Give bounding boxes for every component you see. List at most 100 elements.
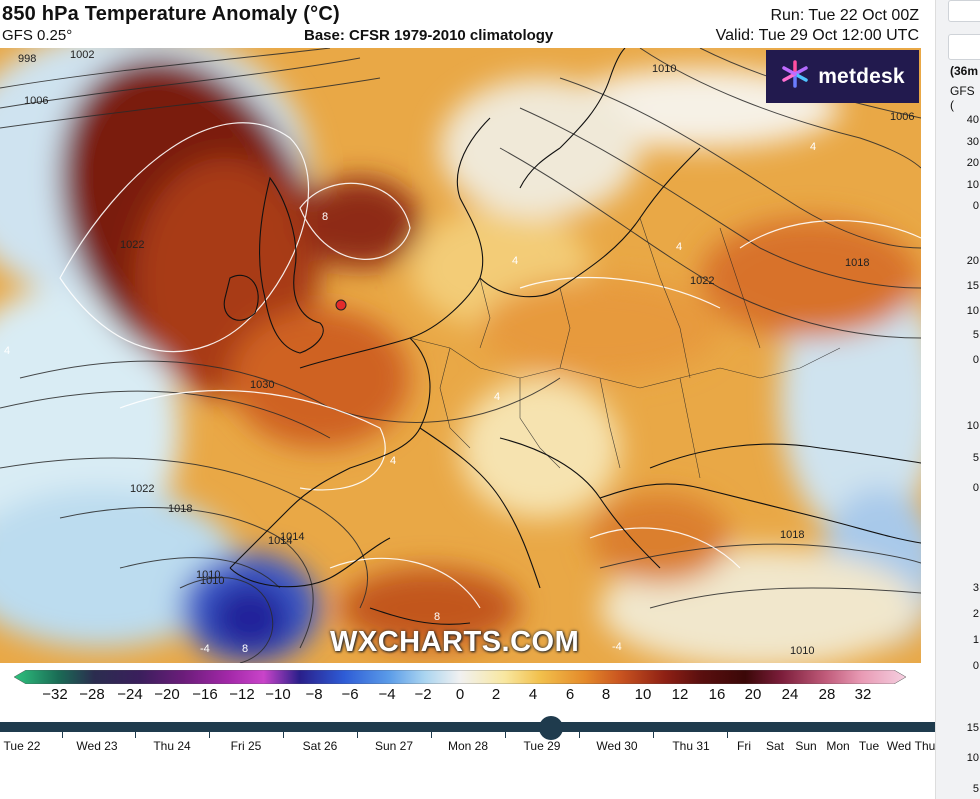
timeline-tick — [727, 732, 728, 738]
side-axis-value: 20 — [966, 255, 979, 267]
color-scale-ticks: −32 −28 −24 −20 −16 −12 −10 −8 −6 −4 −2 … — [0, 686, 935, 708]
isobar-label: 1018 — [845, 257, 869, 269]
scale-tick: −16 — [192, 686, 218, 703]
timeline-tick — [653, 732, 654, 738]
side-axis-value: 3 — [972, 582, 979, 594]
scale-tick: −8 — [305, 686, 323, 703]
side-axis-value: 10 — [966, 420, 979, 432]
scale-tick: −20 — [154, 686, 180, 703]
weather-map[interactable]: 998 1002 1006 1010 1010 1014 1018 1022 1… — [0, 48, 921, 663]
isobar-label: 1006 — [24, 95, 48, 107]
side-axis-value: 0 — [972, 660, 979, 672]
side-axis-value: 2 — [972, 608, 979, 620]
side-panel-heading: (36m — [950, 64, 979, 78]
timeline-day[interactable]: Wed 23 — [76, 739, 118, 753]
anomaly-label: 4 — [676, 241, 682, 253]
chart-title: 850 hPa Temperature Anomaly (°C) — [2, 3, 340, 25]
side-axis-value: 0 — [972, 354, 979, 366]
anomaly-label: 8 — [242, 643, 248, 655]
timeline-day[interactable]: Fri 25 — [230, 739, 262, 753]
side-axis-value: 30 — [966, 136, 979, 148]
time-slider-track[interactable] — [0, 722, 935, 732]
side-axis-value: 15 — [966, 280, 979, 292]
chart-header: 850 hPa Temperature Anomaly (°C) GFS 0.2… — [0, 0, 935, 48]
scale-tick: 2 — [491, 686, 501, 703]
time-slider-handle[interactable] — [539, 716, 563, 740]
timeline-day[interactable]: Sat 26 — [302, 739, 338, 753]
watermark: WXCHARTS.COM — [330, 626, 580, 658]
scale-tick: 8 — [601, 686, 611, 703]
metdesk-logo: metdesk — [766, 50, 919, 103]
scale-tick: −6 — [341, 686, 359, 703]
anomaly-map-graphic: 998 1002 1006 1010 1010 1014 1018 1022 1… — [0, 48, 921, 663]
climatology-base-label: Base: CFSR 1979-2010 climatology — [304, 27, 554, 44]
scale-tick: −12 — [229, 686, 255, 703]
anomaly-label: 8 — [434, 611, 440, 623]
timeline-day[interactable]: Tue — [858, 739, 880, 753]
timeline-day[interactable]: Tue 29 — [523, 739, 561, 753]
scale-tick: −10 — [265, 686, 291, 703]
side-axis-value: 0 — [972, 482, 979, 494]
isobar-label: 1018 — [168, 503, 192, 515]
timeline-day[interactable]: Fri — [737, 739, 751, 753]
scale-tick: −2 — [414, 686, 432, 703]
scale-tick: 4 — [528, 686, 538, 703]
model-label: GFS 0.25° — [2, 27, 73, 44]
isobar-label: 1022 — [690, 275, 714, 287]
side-axis-value: 10 — [966, 179, 979, 191]
timeline-day[interactable]: Tue 22 — [3, 739, 41, 753]
side-axis-value: 40 — [966, 114, 979, 126]
location-marker[interactable] — [335, 299, 347, 311]
scale-tick: 20 — [744, 686, 762, 703]
timeline-tick — [209, 732, 210, 738]
side-panel-button[interactable] — [948, 34, 980, 60]
side-panel-model-label: GFS ( — [950, 84, 975, 112]
timeline-day[interactable]: Thu — [914, 739, 936, 753]
scale-tick: 24 — [781, 686, 799, 703]
scale-tick: −28 — [79, 686, 105, 703]
side-axis-value: 5 — [972, 329, 979, 341]
timeline-day[interactable]: Wed — [886, 739, 912, 753]
side-axis-value: 5 — [972, 452, 979, 464]
anomaly-fill-field — [0, 48, 921, 663]
side-panel-button-top[interactable] — [948, 0, 980, 22]
side-axis-value: 5 — [972, 783, 979, 795]
side-axis-value: 15 — [966, 722, 979, 734]
scale-tick: 32 — [854, 686, 872, 703]
run-time-label: Run: Tue 22 Oct 00Z — [770, 7, 919, 24]
anomaly-label: 4 — [390, 455, 396, 467]
timeline-day[interactable]: Wed 30 — [596, 739, 638, 753]
timeline-day[interactable]: Mon 28 — [447, 739, 489, 753]
isobar-labels: 998 1002 1006 1010 1010 1014 1018 1022 1… — [18, 49, 914, 657]
timeline-day[interactable]: Thu 24 — [153, 739, 191, 753]
timeline-day[interactable]: Sun — [795, 739, 817, 753]
isobar-label: 1002 — [70, 49, 94, 61]
isobar-label: 1030 — [250, 379, 274, 391]
borders — [409, 217, 841, 479]
metdesk-logo-text: metdesk — [818, 64, 905, 88]
anomaly-label: -4 — [200, 643, 210, 655]
coastlines — [223, 48, 921, 625]
scale-tick: 6 — [565, 686, 575, 703]
timeline-tick — [431, 732, 432, 738]
timeline-day[interactable]: Sun 27 — [374, 739, 414, 753]
anomaly-label: 4 — [4, 345, 10, 357]
timeline-tick — [62, 732, 63, 738]
isobar-label: 1014 — [280, 531, 304, 543]
anomaly-label: 4 — [494, 391, 500, 403]
side-axis-value: 20 — [966, 157, 979, 169]
timeline-day[interactable]: Sat — [765, 739, 785, 753]
scale-tick: −4 — [378, 686, 396, 703]
timeline-day-labels: Tue 22 Wed 23 Thu 24 Fri 25 Sat 26 Sun 2… — [0, 739, 936, 759]
scale-tick: −24 — [117, 686, 143, 703]
timeline-day[interactable]: Thu 31 — [672, 739, 710, 753]
timeline-day[interactable]: Mon — [826, 739, 850, 753]
side-axis-value: 0 — [972, 200, 979, 212]
isobar-label: 1010 — [196, 569, 220, 581]
anomaly-label: 4 — [810, 141, 816, 153]
side-axis-value: 1 — [972, 634, 979, 646]
side-axis-value: 10 — [966, 305, 979, 317]
isobar-label: 1010 — [790, 645, 814, 657]
scale-tick: −32 — [42, 686, 68, 703]
valid-time-label: Valid: Tue 29 Oct 12:00 UTC — [715, 27, 919, 44]
